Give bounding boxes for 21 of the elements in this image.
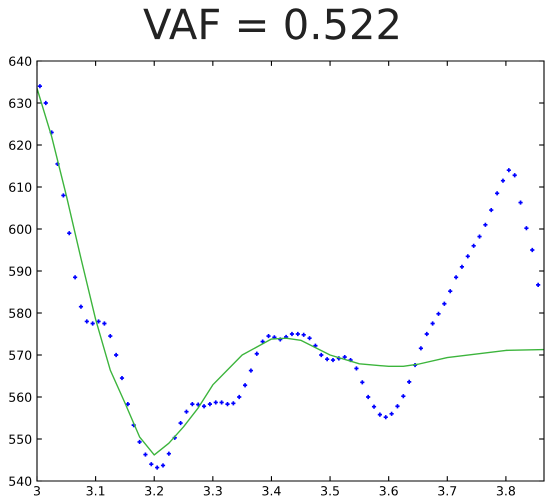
y-tick-label: 630 (9, 98, 32, 108)
y-tick-label: 610 (9, 182, 32, 192)
x-tick-label: 3.6 (380, 486, 398, 496)
x-tick-label: 3 (34, 486, 40, 496)
y-tick-label: 600 (9, 224, 32, 234)
x-tick-label: 3.3 (204, 486, 222, 496)
y-tick-label: 540 (9, 476, 32, 486)
chart-title: VAF = 0.522 (143, 8, 398, 40)
y-tick-label: 550 (9, 434, 32, 444)
y-tick-label: 590 (9, 266, 32, 276)
x-tick-label: 3.7 (438, 486, 456, 496)
y-tick-label: 560 (9, 392, 32, 402)
x-tick-label: 3.1 (86, 486, 104, 496)
x-tick-label: 3.4 (262, 486, 281, 496)
y-tick-label: 640 (9, 56, 32, 66)
x-tick-label: 3.8 (496, 486, 515, 496)
y-tick-label: 620 (9, 140, 32, 150)
y-tick-label: 570 (9, 350, 32, 360)
y-tick-label: 580 (9, 308, 32, 318)
x-tick-label: 3.5 (321, 486, 339, 496)
x-tick-label: 3.2 (145, 486, 163, 496)
